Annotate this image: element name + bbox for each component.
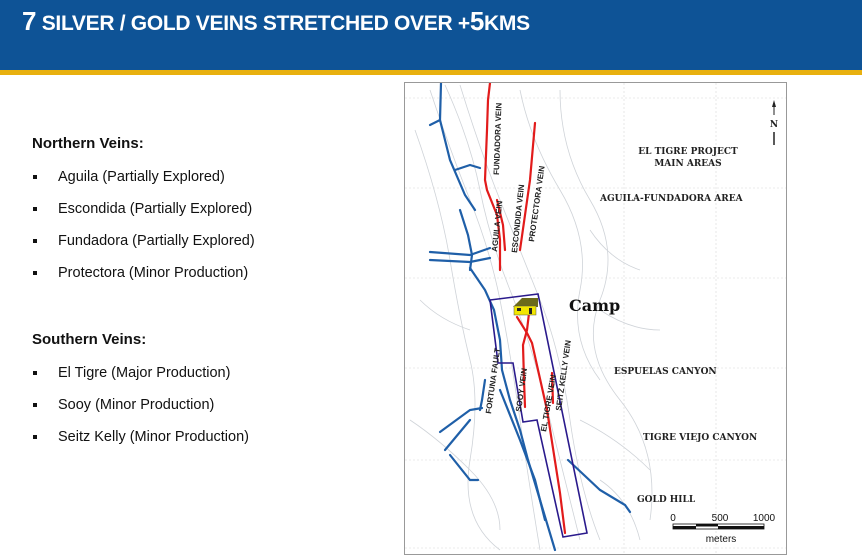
list-item: Escondida (Partially Explored) <box>32 199 255 231</box>
page-title: 7 SILVER / GOLD VEINS STRETCHED OVER +5K… <box>22 6 530 36</box>
vein-label: SEITZ KELLY VEIN <box>554 339 573 411</box>
map-title-line2: MAIN AREAS <box>654 159 721 169</box>
vein-label: SOOY VEIN <box>514 367 529 412</box>
area-label: ESPUELAS CANYON <box>614 367 717 377</box>
camp-icon <box>513 298 538 316</box>
northern-veins-heading: Northern Veins: <box>32 135 144 152</box>
streams <box>428 81 632 552</box>
area-label: TIGRE VIEJO CANYON <box>643 433 757 443</box>
scale-bar: 0 500 1000 meters <box>670 513 775 545</box>
svg-text:500: 500 <box>712 513 729 524</box>
svg-text:N: N <box>770 120 778 130</box>
svg-text:1000: 1000 <box>753 513 776 524</box>
area-label: AGUILA-FUNDADORA AREA <box>599 194 744 204</box>
veins <box>483 81 567 535</box>
southern-veins-heading: Southern Veins: <box>32 331 147 348</box>
project-boundary <box>489 293 588 538</box>
list-item: Protectora (Minor Production) <box>32 263 255 295</box>
grid-lines <box>405 83 786 554</box>
list-item: Aguila (Partially Explored) <box>32 167 255 199</box>
northern-veins-list: Aguila (Partially Explored) Escondida (P… <box>32 167 255 295</box>
map-graphic: Camp EL TIGRE PROJECT MAIN AREAS N AGUIL… <box>405 81 786 554</box>
list-item: Sooy (Minor Production) <box>32 395 249 427</box>
svg-text:meters: meters <box>706 534 737 545</box>
vein-label: FORTUNA FAULT <box>484 347 502 414</box>
north-arrow-icon: N <box>770 100 778 145</box>
list-item: Fundadora (Partially Explored) <box>32 231 255 263</box>
map-title-line1: EL TIGRE PROJECT <box>638 147 738 157</box>
vein-map: Camp EL TIGRE PROJECT MAIN AREAS N AGUIL… <box>404 81 787 555</box>
header-bar <box>0 0 862 70</box>
southern-veins-list: El Tigre (Major Production) Sooy (Minor … <box>32 363 249 459</box>
list-item: Seitz Kelly (Minor Production) <box>32 427 249 459</box>
area-label: GOLD HILL <box>637 495 696 505</box>
header-accent-line <box>0 70 862 75</box>
camp-label: Camp <box>569 296 620 315</box>
vein-label: FUNDADORA VEIN <box>492 102 504 175</box>
list-item: El Tigre (Major Production) <box>32 363 249 395</box>
svg-text:0: 0 <box>670 513 676 524</box>
